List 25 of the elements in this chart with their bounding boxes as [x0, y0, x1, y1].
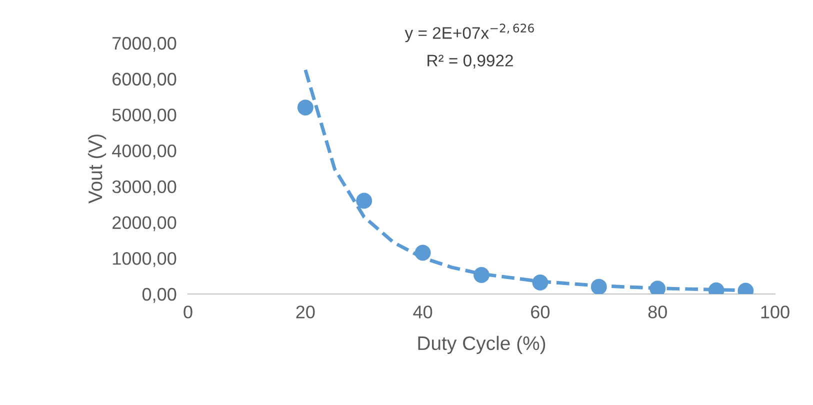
y-tick-label: 0,00	[142, 288, 176, 303]
point	[356, 192, 372, 209]
y-tick-label: 3000,00	[112, 180, 176, 196]
text: y = 2E+07x$^{−2,626}$	[404, 24, 534, 42]
y-tick-label: 2000,00	[112, 216, 176, 232]
x-tick-label: 80	[648, 306, 667, 318]
x-tick-label: 40	[413, 306, 432, 318]
point	[590, 278, 607, 294]
y-tick-label: 5000,00	[112, 108, 176, 124]
x-tick-label: 60	[531, 306, 550, 318]
point	[650, 280, 666, 294]
point	[414, 244, 431, 261]
y-axis-title: Vout (V)	[88, 134, 106, 204]
annotation: R² = 0,9922	[428, 54, 513, 68]
y-tick-label: 7000,00	[112, 36, 176, 52]
y-tick-label: 6000,00	[112, 72, 176, 88]
y-tick-label: 1000,00	[113, 252, 176, 267]
point	[474, 267, 490, 283]
point	[532, 274, 548, 291]
x-tick-label: 100	[761, 306, 790, 318]
x-tick-label: 0	[184, 306, 192, 318]
point	[297, 100, 314, 116]
x-tick-label: 20	[296, 306, 315, 318]
y-tick-label: 4000,00	[112, 144, 176, 160]
x-axis-title: Duty Cycle (%)	[418, 336, 546, 354]
